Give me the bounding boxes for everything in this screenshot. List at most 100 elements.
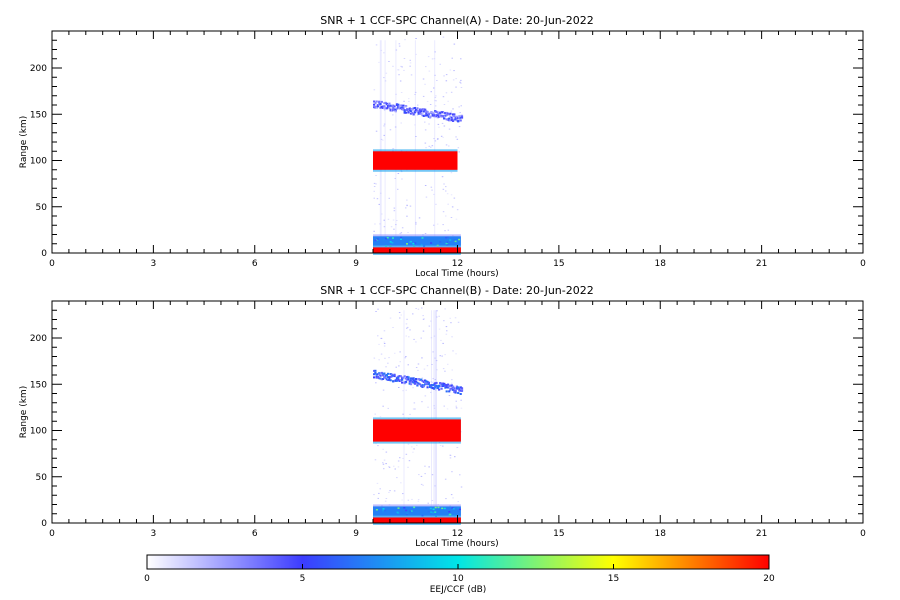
panel-a-upper-layer-pixel bbox=[425, 112, 428, 115]
panel-b-plot-area bbox=[373, 307, 464, 525]
panel-b-upper-layer-pixel bbox=[445, 390, 448, 393]
panel-a-noise-pixel bbox=[400, 122, 402, 124]
panel-b-noise-pixel bbox=[383, 345, 386, 347]
panel-b-frame bbox=[51, 300, 864, 524]
panel-b-near-field-band bbox=[373, 506, 461, 516]
panel-a-upper-layer-pixel bbox=[380, 106, 383, 108]
panel-a-near-field-band-pixel bbox=[385, 237, 388, 240]
panel-b-noise-pixel bbox=[408, 460, 411, 462]
panel-b-noise-pixel bbox=[375, 311, 377, 312]
panel-b-noise-pixel bbox=[407, 326, 409, 328]
panel-b-noise-pixel bbox=[406, 327, 408, 329]
panel-b-upper-layer-pixel bbox=[393, 373, 396, 376]
panel-b-noise-pixel bbox=[460, 407, 463, 409]
panel-a-upper-layer-pixel bbox=[440, 111, 443, 114]
panel-b-x-tick-label: 12 bbox=[452, 529, 463, 539]
panel-b-noise-pixel bbox=[406, 318, 408, 320]
panel-a-noise-pixel bbox=[447, 203, 449, 205]
panel-a-noise-pixel bbox=[383, 109, 386, 111]
panel-b-near-field-band-pixel bbox=[451, 507, 454, 509]
panel-a-noise-pixel bbox=[434, 74, 436, 76]
panel-a-noise-pixel bbox=[401, 227, 404, 229]
panel-a-noise-pixel bbox=[434, 51, 436, 53]
panel-b-noise-pixel bbox=[382, 462, 384, 464]
panel-b-near-field-band-pixel bbox=[443, 507, 446, 510]
panel-a-noise-pixel bbox=[437, 123, 440, 125]
panel-b-upper-layer-pixel bbox=[390, 373, 393, 376]
panel-b-noise-pixel bbox=[420, 483, 423, 485]
panel-b-upper-layer-pixel bbox=[374, 369, 377, 372]
panel-b-near-field-band-pixel bbox=[437, 506, 440, 509]
panel-b-x-tick-label: 6 bbox=[252, 529, 258, 539]
panel-a-upper-layer-pixel bbox=[449, 119, 452, 122]
panel-a-upper-layer-pixel bbox=[445, 118, 448, 121]
panel-b-upper-layer-pixel bbox=[409, 383, 413, 386]
panel-b-noise-pixel bbox=[449, 317, 451, 319]
panel-b-noise-pixel bbox=[450, 382, 453, 384]
panel-a-noise-pixel bbox=[374, 223, 376, 225]
panel-a-upper-layer-pixel bbox=[453, 118, 456, 121]
panel-a-upper-layer-pixel bbox=[439, 113, 442, 116]
panel-a-title: SNR + 1 CCF-SPC Channel(A) - Date: 20-Ju… bbox=[320, 14, 593, 27]
panel-a-noise-pixel bbox=[383, 77, 385, 79]
panel-a-noise-pixel bbox=[390, 226, 393, 228]
panel-b-noise-pixel bbox=[451, 369, 453, 371]
panel-a-noise-pixel bbox=[383, 226, 386, 228]
panel-a-x-tick-label: 3 bbox=[151, 259, 157, 269]
panel-a-upper-layer-pixel bbox=[397, 106, 400, 109]
panel-a-noise-pixel bbox=[392, 219, 395, 221]
panel-a-upper-layer-pixel bbox=[450, 119, 453, 121]
panel-a-noise-pixel bbox=[442, 96, 445, 98]
panel-a-noise-pixel bbox=[375, 44, 378, 46]
panel-b-title: SNR + 1 CCF-SPC Channel(B) - Date: 20-Ju… bbox=[320, 284, 594, 297]
panel-a-noise-pixel bbox=[375, 175, 377, 176]
panel-a-upper-layer-pixel bbox=[399, 107, 402, 110]
panel-b-upper-layer-pixel bbox=[392, 380, 395, 383]
panel-b-xlabel: Local Time (hours) bbox=[415, 539, 498, 549]
panel-a-noise-pixel bbox=[443, 104, 446, 105]
panel-a-upper-layer-pixel bbox=[429, 115, 432, 118]
panel-b-noise-pixel bbox=[411, 498, 413, 500]
panel-a-noise-pixel bbox=[436, 80, 438, 81]
panel-b-noise-pixel bbox=[441, 355, 443, 357]
panel-a-noise-pixel bbox=[396, 220, 398, 221]
panel-b-upper-layer-pixel bbox=[404, 377, 408, 380]
panel-a-noise-pixel bbox=[450, 91, 453, 93]
panel-b-noise-pixel bbox=[426, 365, 429, 367]
panel-a-noise-pixel bbox=[434, 105, 437, 107]
panel-a-upper-layer-pixel bbox=[459, 119, 462, 122]
panel-a-noise-pixel bbox=[430, 186, 433, 188]
panel-b-upper-layer-pixel bbox=[455, 387, 458, 390]
panel-a-upper-layer-pixel bbox=[381, 106, 385, 109]
panel-b-noise-pixel bbox=[434, 357, 436, 359]
panel-b-noise-pixel bbox=[455, 405, 457, 407]
panel-b-upper-layer-pixel bbox=[379, 377, 382, 380]
panel-b-upper-layer-pixel bbox=[445, 386, 448, 389]
panel-b-noise-pixel bbox=[455, 407, 458, 409]
panel-a-near-field-band bbox=[373, 236, 461, 246]
panel-b-noise-pixel bbox=[421, 357, 423, 359]
panel-b-noise-pixel bbox=[402, 413, 404, 415]
panel-a-upper-layer-pixel bbox=[393, 108, 396, 111]
panel-b-upper-layer-pixel bbox=[424, 381, 427, 384]
panel-b-noise-pixel bbox=[377, 335, 379, 337]
panel-b-upper-layer-pixel bbox=[406, 377, 409, 380]
panel-a-noise-pixel bbox=[458, 106, 460, 108]
panel-b-upper-layer-pixel bbox=[411, 380, 414, 383]
panel-a-streak bbox=[414, 40, 416, 249]
panel-b-upper-layer-pixel bbox=[452, 385, 455, 388]
panel-b-upper-layer-pixel bbox=[413, 380, 416, 383]
panel-b-near-field-band-pixel bbox=[405, 509, 408, 512]
panel-a-upper-layer-pixel bbox=[388, 105, 391, 108]
panel-a-noise-pixel bbox=[409, 205, 412, 207]
panel-a-upper-layer-pixel bbox=[383, 107, 386, 110]
panel-b-noise-pixel bbox=[432, 378, 434, 380]
panel-b-noise-pixel bbox=[388, 491, 390, 493]
panel-a-near-field-band-pixel bbox=[446, 244, 449, 246]
panel-b-upper-layer-pixel bbox=[460, 387, 464, 390]
panel-b-upper-layer-pixel bbox=[412, 381, 415, 384]
panel-a-upper-layer-pixel bbox=[425, 114, 428, 117]
panel-a-noise-pixel bbox=[405, 207, 407, 209]
